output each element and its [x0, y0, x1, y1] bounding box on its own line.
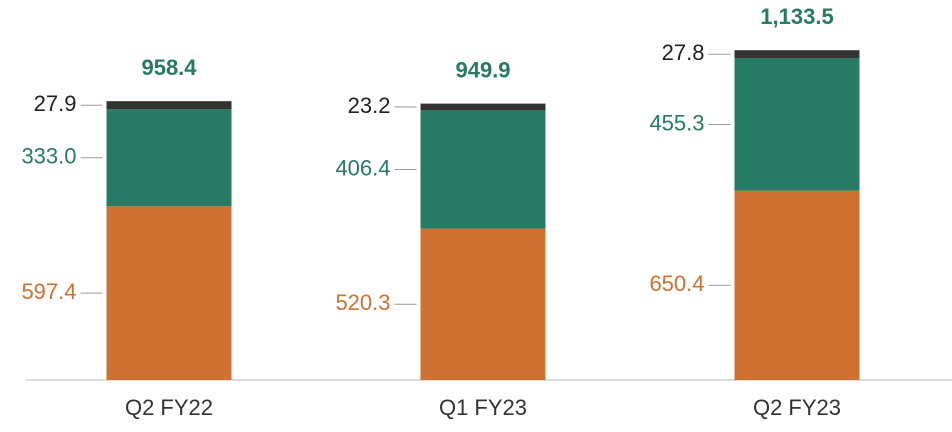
- data-label: 650.4: [649, 271, 704, 296]
- x-tick-label: Q1 FY23: [439, 395, 527, 420]
- bar-segment: [734, 50, 860, 59]
- data-label: 597.4: [21, 279, 76, 304]
- x-tick-label: Q2 FY23: [753, 395, 841, 420]
- data-label: 455.3: [649, 110, 704, 135]
- bar-segment: [106, 101, 232, 110]
- bar-segment: [106, 206, 232, 380]
- bar-segment: [734, 58, 860, 191]
- data-label: 520.3: [335, 290, 390, 315]
- data-label: 23.2: [348, 93, 391, 118]
- bar-segment: [420, 228, 546, 380]
- total-label: 1,133.5: [760, 4, 833, 29]
- data-label: 406.4: [335, 155, 390, 180]
- data-label: 27.8: [662, 40, 705, 65]
- total-label: 958.4: [141, 55, 197, 80]
- bar-segment: [106, 109, 232, 207]
- data-label: 27.9: [34, 91, 77, 116]
- bar-segment: [420, 110, 546, 229]
- x-tick-label: Q2 FY22: [125, 395, 213, 420]
- bar-segment: [734, 190, 860, 380]
- bar-segment: [420, 103, 546, 111]
- total-label: 949.9: [455, 57, 510, 82]
- data-label: 333.0: [21, 144, 76, 169]
